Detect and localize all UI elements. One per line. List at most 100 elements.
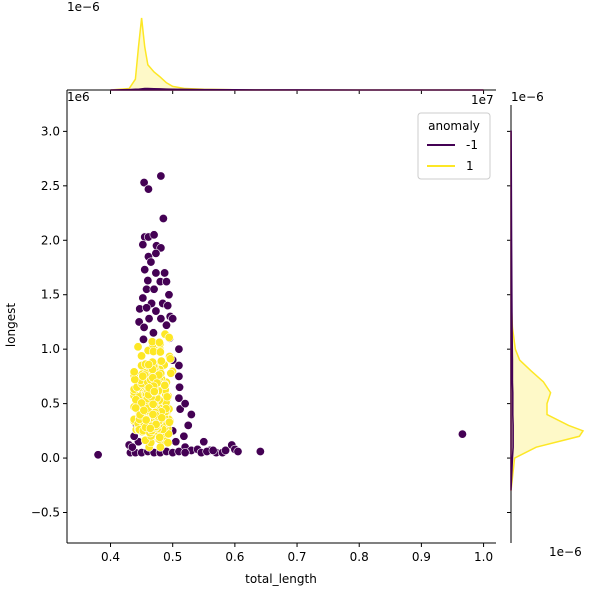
point-anomaly-neg xyxy=(171,437,181,447)
point-anomaly-neg xyxy=(174,371,184,381)
right-density-neg xyxy=(510,130,514,491)
point-anomaly-pos xyxy=(156,356,166,366)
top-density-pos xyxy=(110,17,484,91)
point-anomaly-pos xyxy=(145,423,155,433)
point-anomaly-neg xyxy=(161,277,171,287)
point-anomaly-neg xyxy=(148,328,158,338)
point-anomaly-neg xyxy=(199,437,209,447)
point-anomaly-neg xyxy=(93,450,103,460)
point-anomaly-pos xyxy=(155,432,165,442)
main-axes: 0.4 0.5 0.6 0.7 0.8 0.9 1.0 −0.5 0.0 0.5 1.0 1.5 2.… xyxy=(31,90,496,564)
y-tick-label: 1.5 xyxy=(41,288,60,302)
y-tick-label: 1.0 xyxy=(41,342,60,356)
x-tick-label: 0.4 xyxy=(101,550,120,564)
right-marginal-x-offset-label: 1e−6 xyxy=(549,545,582,559)
top-density-neg xyxy=(110,87,484,91)
point-anomaly-neg xyxy=(156,314,166,324)
point-anomaly-neg xyxy=(138,334,148,344)
point-anomaly-pos xyxy=(130,374,140,384)
y-tick-label: 3.0 xyxy=(41,124,60,138)
y-tick-label: 0.5 xyxy=(41,397,60,411)
point-anomaly-neg xyxy=(180,448,190,458)
point-anomaly-pos xyxy=(166,368,176,378)
legend: anomaly -1 1 xyxy=(417,112,491,180)
point-anomaly-pos xyxy=(155,442,165,452)
point-anomaly-neg xyxy=(139,178,149,188)
point-anomaly-neg xyxy=(174,344,184,354)
point-anomaly-pos xyxy=(141,415,151,425)
point-anomaly-neg xyxy=(179,431,189,441)
point-anomaly-neg xyxy=(142,284,152,294)
right-density-pos xyxy=(510,131,585,491)
x-offset-label: 1e7 xyxy=(471,93,494,107)
point-anomaly-neg xyxy=(142,303,152,313)
legend-label-pos: 1 xyxy=(466,159,474,173)
point-anomaly-neg xyxy=(143,184,153,194)
y-tick-label: 2.5 xyxy=(41,179,60,193)
x-axis-label: total_length xyxy=(245,572,317,586)
point-anomaly-neg xyxy=(255,447,265,457)
right-marginal-density xyxy=(507,105,585,543)
point-anomaly-pos xyxy=(149,387,159,397)
point-anomaly-pos xyxy=(131,403,141,413)
y-ticks: −0.5 0.0 0.5 1.0 1.5 2.0 2.5 3.0 xyxy=(31,124,67,520)
y-tick-label: −0.5 xyxy=(31,506,60,520)
right-marginal-offset-label: 1e−6 xyxy=(511,90,544,104)
point-anomaly-pos xyxy=(164,417,174,427)
legend-label-neg: -1 xyxy=(466,138,478,152)
point-anomaly-neg xyxy=(143,276,153,286)
point-anomaly-neg xyxy=(457,429,467,439)
x-tick-label: 0.7 xyxy=(287,550,306,564)
point-anomaly-pos xyxy=(133,342,143,352)
point-anomaly-neg xyxy=(180,399,190,409)
point-anomaly-neg xyxy=(156,171,166,181)
point-anomaly-neg xyxy=(158,213,168,223)
point-anomaly-pos xyxy=(162,392,172,402)
point-anomaly-neg xyxy=(174,393,184,403)
x-tick-label: 0.8 xyxy=(350,550,369,564)
point-anomaly-neg xyxy=(149,284,159,294)
point-anomaly-pos xyxy=(138,371,148,381)
point-anomaly-neg xyxy=(174,361,184,371)
point-anomaly-neg xyxy=(146,257,156,267)
point-anomaly-neg xyxy=(138,240,148,250)
point-anomaly-pos xyxy=(139,405,149,415)
point-anomaly-neg xyxy=(183,420,193,430)
point-anomaly-pos xyxy=(165,354,175,364)
point-anomaly-neg xyxy=(221,445,231,455)
point-anomaly-pos xyxy=(163,438,173,448)
point-anomaly-neg xyxy=(168,314,178,324)
point-anomaly-neg xyxy=(164,290,174,300)
point-anomaly-pos xyxy=(164,333,174,343)
y-offset-label: 1e6 xyxy=(67,90,90,104)
point-anomaly-neg xyxy=(139,322,149,332)
point-anomaly-neg xyxy=(149,230,159,240)
y-tick-label: 0.0 xyxy=(41,451,60,465)
point-anomaly-neg xyxy=(151,248,161,258)
point-anomaly-pos xyxy=(144,360,154,370)
y-axis-label: longest xyxy=(4,303,18,348)
point-anomaly-neg xyxy=(163,301,173,311)
x-tick-label: 0.9 xyxy=(412,550,431,564)
point-anomaly-pos xyxy=(137,351,147,361)
y-tick-label: 2.0 xyxy=(41,233,60,247)
point-anomaly-pos xyxy=(155,347,165,357)
legend-title: anomaly xyxy=(428,119,480,133)
point-anomaly-pos xyxy=(129,367,139,377)
point-anomaly-neg xyxy=(160,268,170,278)
point-anomaly-neg xyxy=(127,442,137,452)
point-anomaly-neg xyxy=(151,306,161,316)
point-anomaly-neg xyxy=(186,410,196,420)
point-anomaly-neg xyxy=(175,382,185,392)
point-anomaly-neg xyxy=(151,268,161,278)
top-marginal-offset-label: 1e−6 xyxy=(67,0,100,14)
point-anomaly-neg xyxy=(208,445,218,455)
point-anomaly-neg xyxy=(140,265,150,275)
point-anomaly-pos xyxy=(157,413,167,423)
point-anomaly-pos xyxy=(160,380,170,390)
point-anomaly-pos xyxy=(154,337,164,347)
x-tick-label: 0.5 xyxy=(163,550,182,564)
x-tick-label: 1.0 xyxy=(474,550,493,564)
point-anomaly-neg xyxy=(144,314,154,324)
